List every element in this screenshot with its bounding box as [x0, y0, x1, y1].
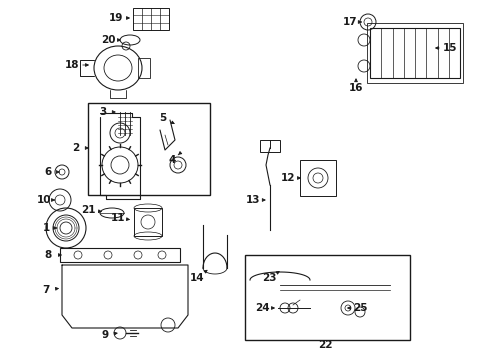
Text: 7: 7	[42, 285, 50, 295]
Text: 20: 20	[101, 35, 115, 45]
Bar	[299, 160, 335, 196]
Bar	[134, 208, 162, 236]
Bar	[60, 248, 180, 262]
Text: 9: 9	[101, 330, 108, 340]
Bar	[133, 8, 169, 30]
Text: 22: 22	[317, 340, 331, 350]
Bar	[260, 140, 280, 152]
Text: 6: 6	[44, 167, 52, 177]
Text: 2: 2	[72, 143, 80, 153]
Text: 19: 19	[109, 13, 123, 23]
Text: 16: 16	[348, 83, 363, 93]
Bar	[369, 28, 459, 78]
Text: 23: 23	[261, 273, 276, 283]
Bar	[88, 103, 209, 195]
Text: 10: 10	[37, 195, 51, 205]
Text: 12: 12	[280, 173, 295, 183]
Text: 11: 11	[110, 213, 125, 223]
Text: 24: 24	[254, 303, 269, 313]
Text: 8: 8	[44, 250, 52, 260]
Text: 21: 21	[81, 205, 95, 215]
Text: 17: 17	[342, 17, 357, 27]
Text: 13: 13	[245, 195, 260, 205]
Bar	[138, 58, 150, 78]
Text: 4: 4	[168, 155, 175, 165]
Text: 18: 18	[64, 60, 79, 70]
Text: 5: 5	[159, 113, 166, 123]
Text: 25: 25	[352, 303, 366, 313]
Text: 15: 15	[442, 43, 456, 53]
Bar	[244, 255, 409, 340]
Text: 1: 1	[42, 223, 49, 233]
Text: 14: 14	[189, 273, 204, 283]
Text: 3: 3	[99, 107, 106, 117]
Bar	[366, 23, 462, 83]
